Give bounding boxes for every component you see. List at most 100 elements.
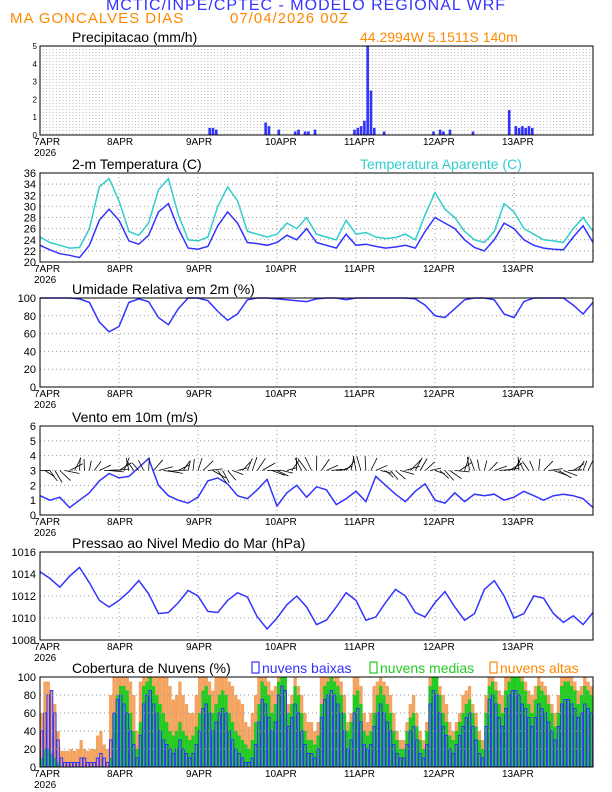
wind-direction-arrow (464, 456, 470, 471)
cloud-medium-bar (448, 735, 452, 767)
precip-bar (366, 46, 369, 135)
cloud-high-bar (46, 681, 50, 767)
wind-direction-arrow (424, 461, 435, 471)
precip-bar (372, 127, 376, 135)
precip-bar (442, 131, 445, 135)
cloud-medium-bar (458, 722, 462, 767)
wind-direction-arrow (538, 458, 541, 471)
cloud-medium-bar (359, 704, 363, 767)
temp-legend: Temperatura Aparente (C) (360, 156, 522, 172)
cloud-medium-bar (527, 704, 531, 767)
wind-direction-arrow (469, 458, 475, 471)
cloud-medium-bar (56, 762, 60, 767)
wind-direction-arrow (477, 459, 480, 471)
cloud-medium-bar (184, 735, 189, 767)
wind-direction-arrow (54, 470, 63, 483)
humidity-xtick-label: 13APR (502, 389, 534, 400)
precip-bar (356, 127, 360, 135)
wind-ytick-label: 3 (30, 466, 36, 478)
cloud-medium-bar (556, 713, 561, 767)
wind-direction-arrow (489, 461, 498, 471)
cloud-medium-bar (224, 695, 228, 767)
wind-direction-arrow (454, 470, 470, 473)
pressure-ytick-label: 1016 (12, 547, 36, 559)
cloud-medium-bar (316, 735, 320, 767)
wind-direction-arrow (79, 457, 81, 471)
pressure-xtick-label: 11APR (344, 642, 375, 653)
wind-direction-arrow (400, 470, 415, 475)
pressure-xtick-label: 8APR (107, 642, 133, 653)
cloud-medium-bar (388, 713, 393, 767)
wind-direction-arrow (93, 460, 102, 471)
precip-bar (264, 122, 267, 135)
pressure-frame (39, 551, 594, 641)
wind-direction-arrow (558, 470, 572, 479)
cloud-medium-bar (112, 713, 116, 767)
cloud-medium-bar (372, 713, 376, 767)
temp-ytick-label: 26 (24, 224, 36, 236)
cloud-medium-bar (211, 713, 215, 767)
cloud-medium-bar (441, 713, 445, 767)
wind-direction-arrow (217, 470, 227, 483)
cloud-medium-bar (543, 695, 547, 767)
cloud-medium-bar (392, 731, 396, 767)
cloud-medium-bar (352, 695, 356, 767)
pressure-ytick-label: 1014 (12, 569, 36, 581)
clouds-ytick-label: 20 (24, 744, 36, 756)
temp-ytick-label: 32 (24, 190, 36, 202)
cloud-medium-bar (517, 677, 521, 767)
precip-bar (303, 131, 307, 135)
precip-ytick-label: 3 (33, 78, 38, 87)
precip-bar (432, 131, 435, 135)
cloud-medium-bar (523, 690, 528, 767)
cloud-medium-bar (286, 713, 291, 767)
cloud-medium-bar (46, 749, 50, 767)
cloud-medium-bar (158, 704, 162, 767)
temp-xyear-label: 2026 (34, 275, 57, 286)
wind-direction-arrow (390, 470, 399, 480)
cloud-high-bar (237, 699, 241, 767)
precip-bar (517, 127, 521, 135)
cloud-medium-bar (280, 677, 284, 767)
cloud-medium-bar (283, 677, 287, 767)
cloud-medium-bar (300, 713, 304, 767)
pressure-ytick-label: 1010 (12, 613, 36, 625)
cloud-medium-bar (214, 704, 218, 767)
cloud-medium-bar (583, 686, 587, 767)
pressure-xtick-label: 10APR (265, 642, 297, 653)
cloud-medium-bar (43, 749, 47, 767)
clouds-ytick-label: 0 (30, 762, 36, 774)
station-name: MA GONCALVES DIAS (10, 10, 185, 27)
wind-direction-arrow (237, 467, 248, 471)
pressure-xtick-label: 9APR (186, 642, 212, 653)
temp-xtick-label: 12APR (423, 264, 455, 275)
precip-ytick-label: 4 (33, 60, 38, 69)
pressure-xtick-label: 7APR (34, 642, 60, 653)
wind-direction-arrow (380, 470, 392, 474)
cloud-medium-bar (151, 686, 156, 767)
precip-ytick-label: 5 (33, 42, 38, 51)
humidity-title: Umidade Relativa em 2m (%) (72, 281, 255, 297)
precip-xtick-label: 12APR (423, 137, 455, 148)
wind-xtick-label: 7APR (34, 517, 60, 528)
temp-ytick-label: 30 (24, 201, 36, 213)
cloud-high-bar (63, 750, 67, 767)
cloud-medium-bar (530, 713, 534, 767)
humidity-ytick-label: 0 (30, 382, 36, 394)
humidity-ytick-label: 100 (18, 293, 36, 305)
wind-xtick-label: 9APR (186, 517, 212, 528)
cloud-medium-bar (369, 731, 373, 767)
cloud-high-bar (86, 750, 90, 767)
clouds-xtick-label: 8APR (107, 769, 133, 780)
wind-direction-arrow (251, 457, 258, 471)
clouds-xyear-label: 2026 (34, 780, 57, 791)
wind-direction-arrow (410, 459, 422, 471)
wind-direction-arrow (123, 457, 130, 471)
wind-direction-arrow (138, 459, 145, 471)
temp-ytick-label: 34 (24, 179, 36, 191)
wind-direction-arrow (321, 458, 330, 471)
cloud-medium-bar (435, 677, 439, 767)
cloud-medium-bar (122, 686, 126, 767)
wind-ytick-label: 5 (30, 436, 36, 448)
cloud-medium-bar (313, 744, 317, 767)
